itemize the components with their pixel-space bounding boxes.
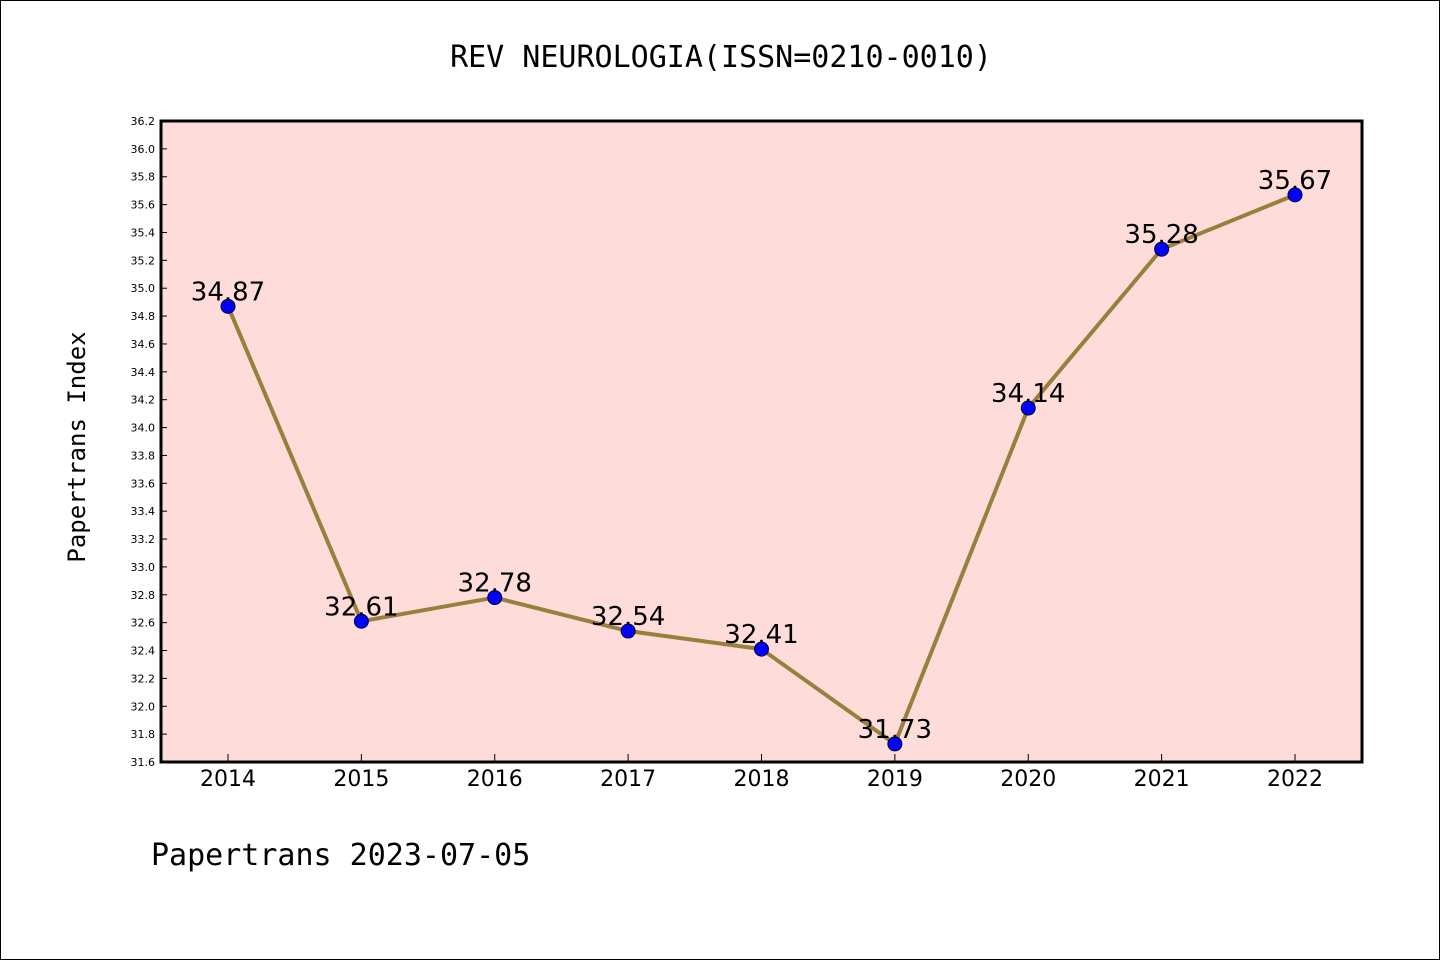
y-tick-label: 32.0 [131, 700, 156, 713]
y-tick-label: 34.8 [131, 310, 156, 323]
y-tick-label: 33.2 [131, 533, 156, 546]
x-tick-label: 2016 [467, 767, 523, 792]
y-tick-label: 34.0 [131, 422, 156, 435]
data-point [887, 736, 903, 752]
y-tick-label: 32.4 [131, 645, 156, 658]
x-tick-label: 2022 [1267, 767, 1323, 792]
data-label: 34.14 [991, 379, 1065, 409]
y-axis-ticks: 31.6 31.8 32.0 32.2 32.4 32.6 32.8 33.0 33.2 33.4… [131, 115, 167, 769]
data-point [487, 590, 503, 606]
data-point [1287, 187, 1303, 203]
data-point [353, 613, 369, 629]
y-tick-label: 35.2 [131, 254, 156, 267]
data-point [220, 298, 236, 314]
y-tick-label: 32.8 [131, 589, 156, 602]
data-label: 35.28 [1124, 220, 1198, 250]
y-tick-label: 34.2 [131, 394, 156, 407]
plot-border [159, 119, 1364, 764]
x-tick-label: 2015 [333, 767, 389, 792]
y-tick-label: 35.6 [131, 199, 156, 212]
x-tick-label: 2020 [1000, 767, 1056, 792]
x-tick-label: 2018 [734, 767, 790, 792]
data-label: 35.67 [1258, 166, 1332, 196]
y-tick-label: 33.4 [131, 505, 156, 518]
data-label: 31.73 [858, 715, 932, 745]
data-point [754, 641, 769, 657]
x-tick-label: 2021 [1134, 767, 1190, 792]
data-label: 32.54 [591, 602, 665, 632]
y-tick-label: 33.6 [131, 477, 156, 490]
data-point [620, 623, 636, 639]
x-tick-label: 2017 [600, 767, 656, 792]
plot-area [161, 121, 1362, 762]
data-label: 32.41 [724, 620, 798, 650]
data-markers [220, 187, 1303, 752]
y-tick-label: 33.8 [131, 449, 156, 462]
y-tick-label: 35.4 [131, 226, 156, 239]
y-axis-label: Papertrans Index [63, 331, 91, 562]
data-point [1020, 400, 1036, 416]
y-tick-label: 33.0 [131, 561, 156, 574]
y-tick-label: 32.2 [131, 672, 156, 685]
y-tick-label: 31.6 [131, 756, 156, 769]
x-tick-label: 2019 [867, 767, 923, 792]
x-tick-label: 2014 [200, 767, 256, 792]
y-tick-label: 36.2 [131, 115, 156, 128]
footer-date: Papertrans 2023-07-05 [151, 838, 530, 873]
data-label: 32.61 [324, 592, 398, 622]
y-tick-label: 35.8 [131, 171, 156, 184]
y-tick-label: 34.4 [131, 366, 156, 379]
chart-title: REV NEUROLOGIA(ISSN=0210-0010) [450, 40, 992, 75]
y-tick-label: 35.0 [131, 282, 156, 295]
y-tick-label: 32.6 [131, 617, 156, 630]
data-label: 32.78 [458, 569, 532, 599]
x-axis-ticks: 2014 2015 2016 2017 2018 2019 2020 2021 2022 [200, 754, 1323, 792]
data-labels: 34.87 32.61 32.78 32.54 32.41 31.73 34.14 35.28… [191, 166, 1332, 745]
data-point [1154, 241, 1170, 257]
y-tick-label: 34.6 [131, 338, 156, 351]
y-tick-label: 36.0 [131, 143, 156, 156]
y-tick-label: 31.8 [131, 728, 156, 741]
data-label: 34.87 [191, 277, 265, 307]
